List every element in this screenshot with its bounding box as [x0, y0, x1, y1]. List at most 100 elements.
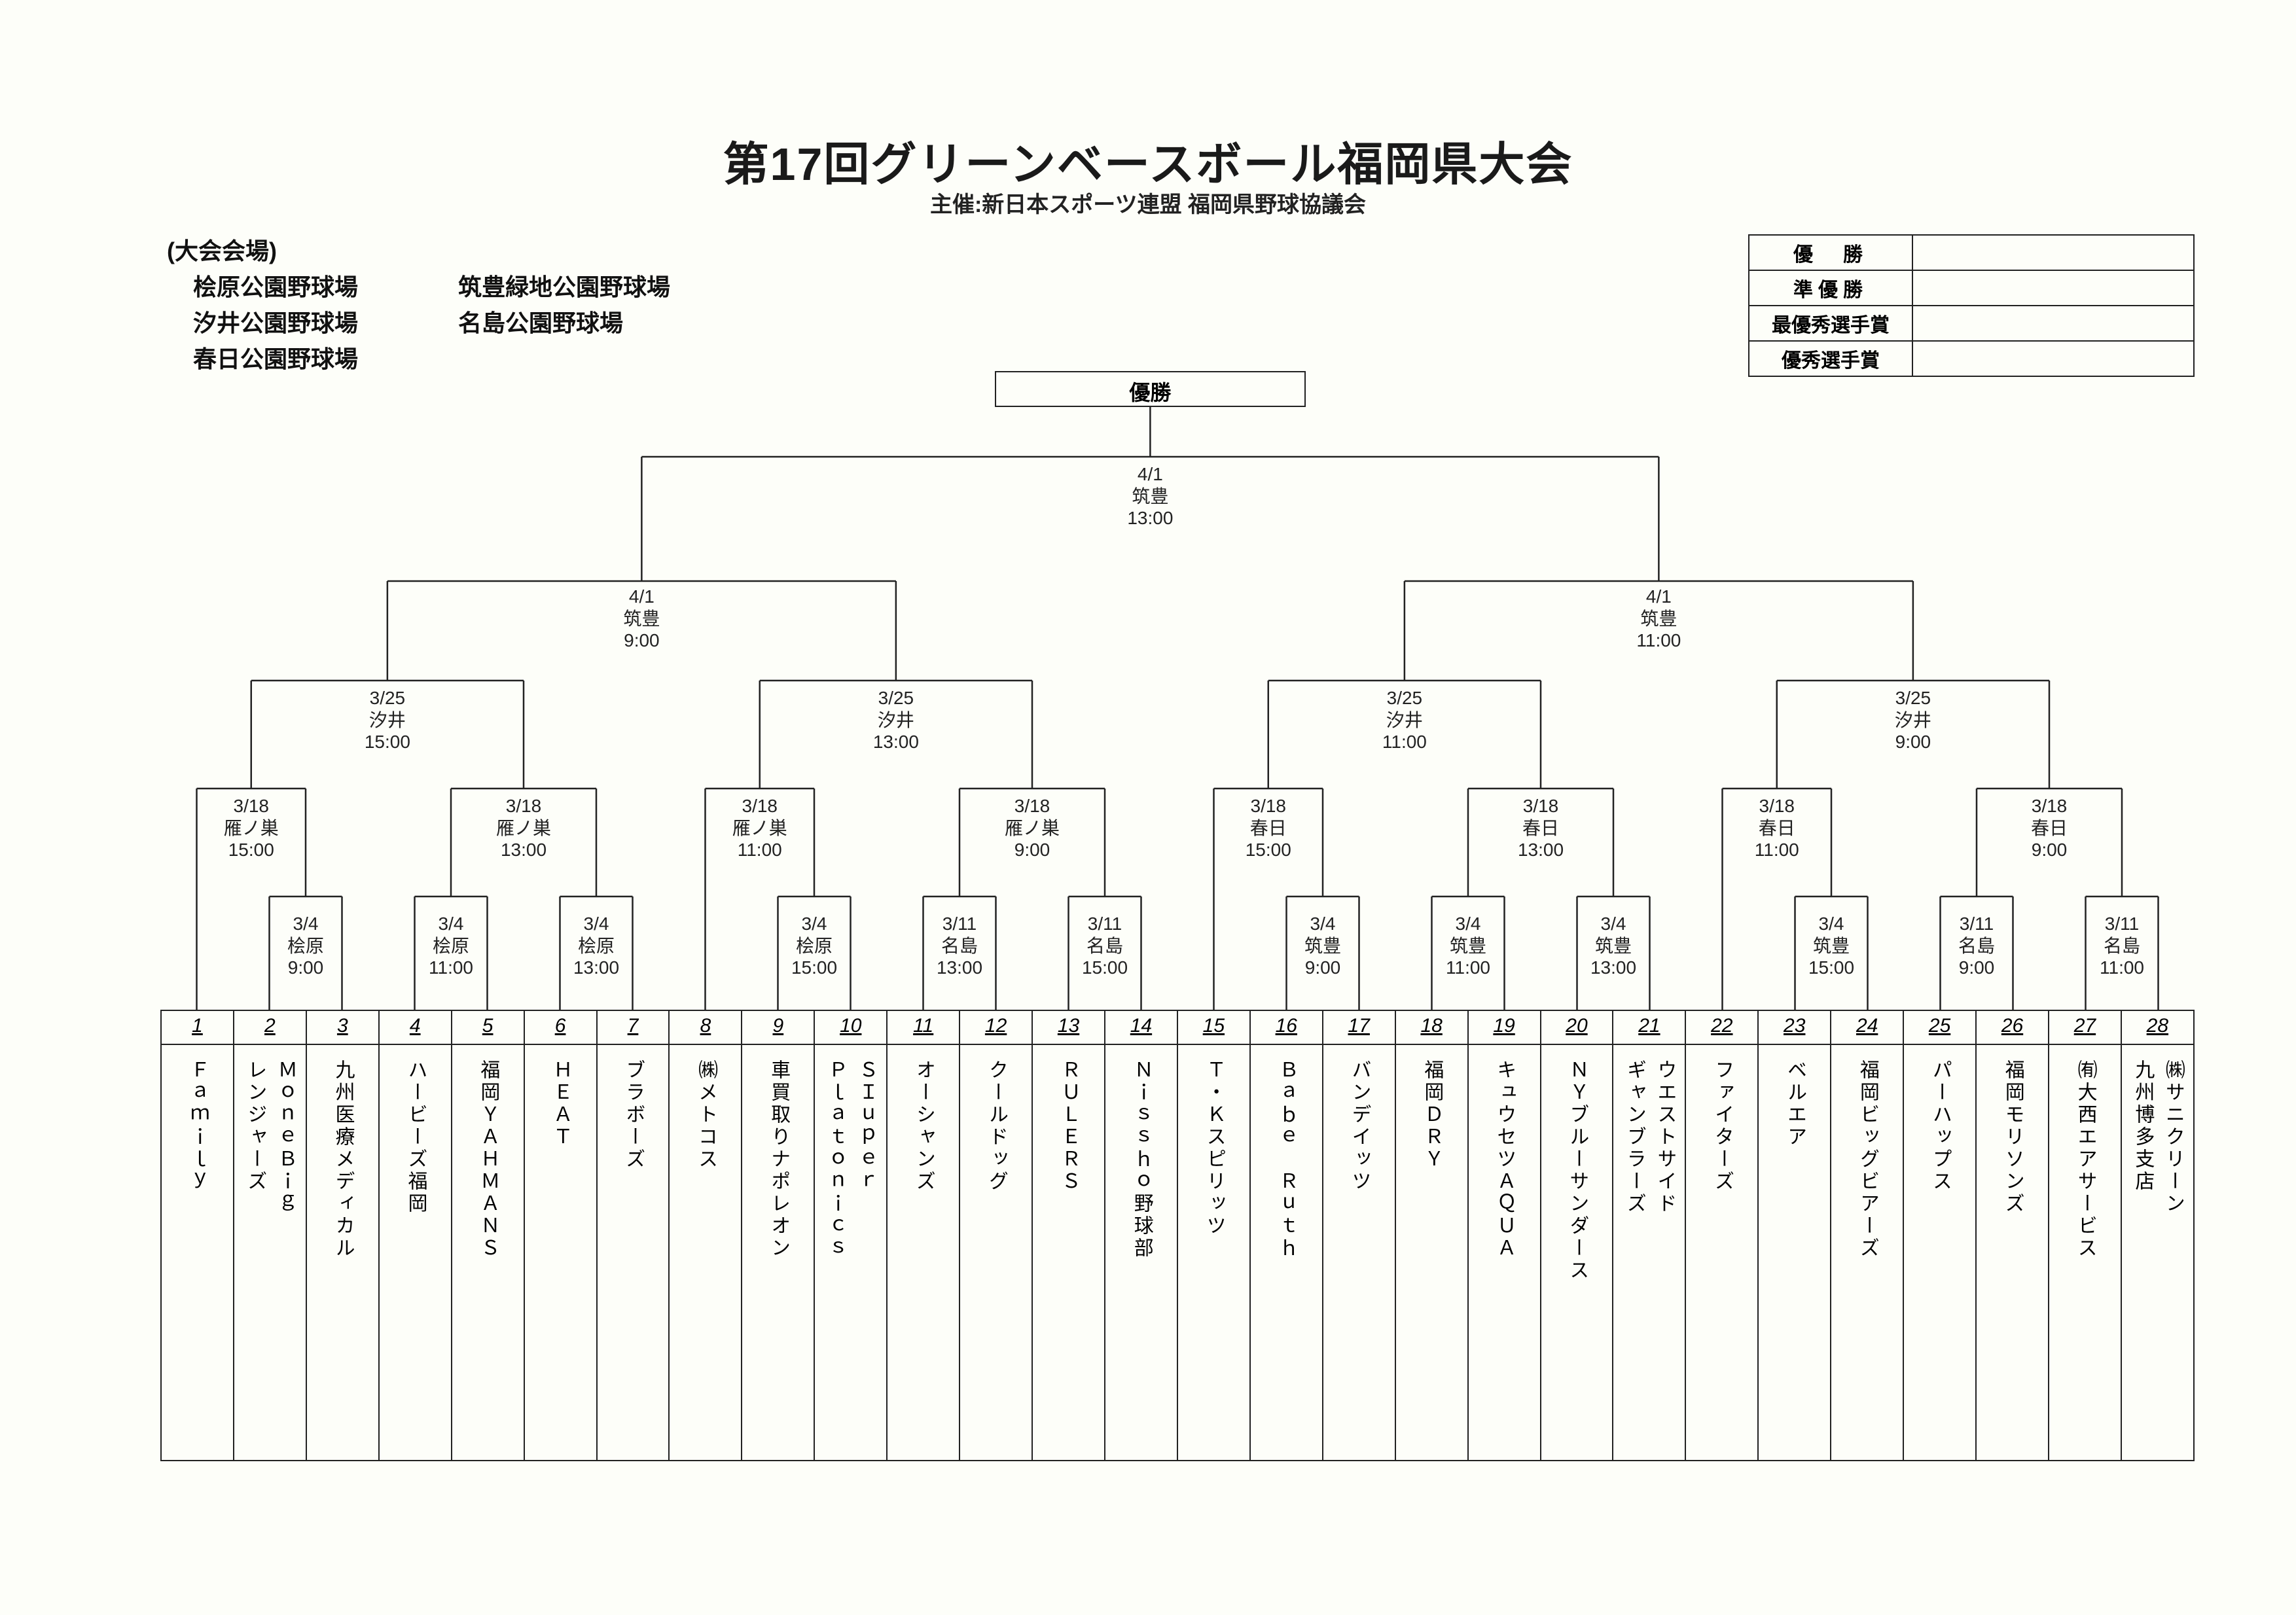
team-number: 19	[1469, 1011, 1540, 1045]
quarter-label: 3/25汐井9:00	[1895, 687, 1931, 753]
team-name-wrap: Ｔ・Ｋスピリッツ	[1178, 1045, 1249, 1460]
team-name: 福岡ＤＲＹ	[1416, 1059, 1447, 1171]
team-number: 7	[598, 1011, 669, 1045]
team-column: 16Ｂａｂｅ Ｒｕｔｈ	[1251, 1011, 1323, 1460]
team-name-wrap: Ｆａｍｉｌｙ	[162, 1045, 233, 1460]
team-name: ＨＥＡＴ	[545, 1059, 576, 1148]
r16-label: 3/18雁ノ巣15:00	[224, 795, 279, 861]
team-name: Ｎｉｓｓｈｏ野球部	[1126, 1059, 1157, 1260]
team-name-wrap: キュウセツＡＱＵＡ	[1469, 1045, 1540, 1460]
team-column: 12クールドッグ	[960, 1011, 1033, 1460]
team-column: 13ＲＵＬＥＲＳ	[1033, 1011, 1105, 1460]
team-column: 15Ｔ・Ｋスピリッツ	[1178, 1011, 1251, 1460]
venue-item: 筑豊緑地公園野球場	[458, 268, 670, 302]
team-name-wrap: ㈱サニクリーン 九州博多支店	[2122, 1045, 2193, 1460]
award-label: 準優勝	[1749, 270, 1912, 306]
team-number: 26	[1977, 1011, 2048, 1045]
award-row: 優秀選手賞	[1749, 341, 2194, 376]
r32-label: 3/4桧原15:00	[791, 913, 837, 979]
team-name: ベルエア	[1779, 1059, 1810, 1148]
r32-label: 3/4筑豊15:00	[1808, 913, 1854, 979]
r16-label: 3/18雁ノ巣13:00	[496, 795, 551, 861]
team-name-wrap: ベルエア	[1759, 1045, 1830, 1460]
team-name: バンデイッツ	[1344, 1059, 1374, 1193]
team-column: 25パーハップス	[1904, 1011, 1977, 1460]
team-name-wrap: ブラボーズ	[598, 1045, 669, 1460]
team-column: 5福岡ＹＡＨＭＡＮＳ	[452, 1011, 525, 1460]
team-name-wrap: ＲＵＬＥＲＳ	[1033, 1045, 1104, 1460]
team-column: 7 ブラボーズ	[598, 1011, 670, 1460]
team-name: Ｔ・Ｋスピリッツ	[1198, 1059, 1229, 1237]
team-name: 九州医療メディカル	[327, 1059, 358, 1260]
r16-label: 3/18春日13:00	[1518, 795, 1564, 861]
semi-label: 4/1筑豊9:00	[623, 586, 660, 652]
team-number: 13	[1033, 1011, 1104, 1045]
team-number: 25	[1904, 1011, 1975, 1045]
team-column: 4ハービーズ福岡	[380, 1011, 452, 1460]
team-column: 6ＨＥＡＴ	[525, 1011, 598, 1460]
winner-box: 優勝	[995, 371, 1306, 407]
quarter-label: 3/25汐井11:00	[1382, 687, 1427, 753]
team-name-wrap: 福岡ＤＲＹ	[1396, 1045, 1467, 1460]
team-number: 3	[307, 1011, 378, 1045]
team-number: 9	[742, 1011, 814, 1045]
award-value	[1912, 235, 2194, 270]
award-row: 最優秀選手賞	[1749, 306, 2194, 341]
venue-item: 桧原公園野球場	[193, 268, 358, 302]
team-number: 8	[670, 1011, 741, 1045]
team-name-wrap: ㈲大西エアサービス	[2049, 1045, 2121, 1460]
r32-label: 3/11名島11:00	[2100, 913, 2144, 979]
team-column: 14Ｎｉｓｓｈｏ野球部	[1105, 1011, 1178, 1460]
team-name-wrap: 車買取りナポレオン	[742, 1045, 814, 1460]
team-name-wrap: ファイターズ	[1686, 1045, 1757, 1460]
team-name: ハービーズ福岡	[400, 1059, 431, 1215]
team-number: 27	[2049, 1011, 2121, 1045]
team-name-wrap: 福岡モリソンズ	[1977, 1045, 2048, 1460]
team-name: オーシャンズ	[908, 1059, 939, 1193]
award-row: 優 勝	[1749, 235, 2194, 270]
team-column: 3 九州医療メディカル	[307, 1011, 380, 1460]
team-number: 18	[1396, 1011, 1467, 1045]
stage: 第17回グリーンベースボール福岡県大会 主催:新日本スポーツ連盟 福岡県野球協議…	[0, 0, 2296, 1615]
award-row: 準優勝	[1749, 270, 2194, 306]
quarter-label: 3/25汐井15:00	[365, 687, 410, 753]
team-column: 24福岡ビッグビアーズ	[1831, 1011, 1904, 1460]
team-name-wrap: バンデイッツ	[1323, 1045, 1395, 1460]
team-number: 16	[1251, 1011, 1322, 1045]
team-name: ㈱メトコス	[691, 1059, 721, 1171]
team-name-wrap: ＳＩｕｐｅｒ Ｐｌａｔｏｎｉｃｓ	[815, 1045, 886, 1460]
team-name-wrap: 福岡ビッグビアーズ	[1831, 1045, 1903, 1460]
team-column: 28 ㈱サニクリーン 九州博多支店	[2122, 1011, 2193, 1460]
team-name: 車買取りナポレオン	[763, 1059, 794, 1260]
team-column: 19キュウセツＡＱＵＡ	[1469, 1011, 1541, 1460]
venue-item: 汐井公園野球場	[193, 304, 358, 338]
team-name: 福岡ＹＡＨＭＡＮＳ	[473, 1059, 503, 1260]
team-name: 福岡モリソンズ	[1997, 1059, 2028, 1215]
page-title: 第17回グリーンベースボール福岡県大会	[0, 128, 2296, 194]
team-number: 28	[2122, 1011, 2193, 1045]
r32-label: 3/4筑豊9:00	[1304, 913, 1341, 979]
team-name: ＭｏｎｅＢｉｇ レンジャーズ	[240, 1059, 300, 1215]
team-number: 21	[1613, 1011, 1685, 1045]
team-column: 2ＭｏｎｅＢｉｇ レンジャーズ	[234, 1011, 307, 1460]
team-name-wrap: ㈱メトコス	[670, 1045, 741, 1460]
team-column: 11オーシャンズ	[888, 1011, 960, 1460]
r16-label: 3/18春日11:00	[1755, 795, 1799, 861]
team-name-wrap: ＮＹブルーサンダース	[1541, 1045, 1613, 1460]
team-column: 26 福岡モリソンズ	[1977, 1011, 2049, 1460]
award-label: 優 勝	[1749, 235, 1912, 270]
r16-label: 3/18春日9:00	[2031, 795, 2068, 861]
team-name: ＮＹブルーサンダース	[1562, 1059, 1592, 1282]
team-name-wrap: Ｎｉｓｓｈｏ野球部	[1105, 1045, 1177, 1460]
team-name: 福岡ビッグビアーズ	[1852, 1059, 1882, 1260]
team-column: 22ファイターズ	[1686, 1011, 1759, 1460]
team-name: ブラボーズ	[618, 1059, 649, 1171]
team-column: 9 車買取りナポレオン	[742, 1011, 815, 1460]
award-value	[1912, 270, 2194, 306]
final-label: 4/1筑豊13:00	[1127, 463, 1173, 529]
r32-label: 3/4筑豊11:00	[1446, 913, 1490, 979]
team-name: ㈱サニクリーン 九州博多支店	[2127, 1059, 2188, 1215]
team-column: 10ＳＩｕｐｅｒ Ｐｌａｔｏｎｉｃｓ	[815, 1011, 888, 1460]
team-column: 21ウエストサイド ギャンブラーズ	[1613, 1011, 1686, 1460]
team-name-wrap: パーハップス	[1904, 1045, 1975, 1460]
